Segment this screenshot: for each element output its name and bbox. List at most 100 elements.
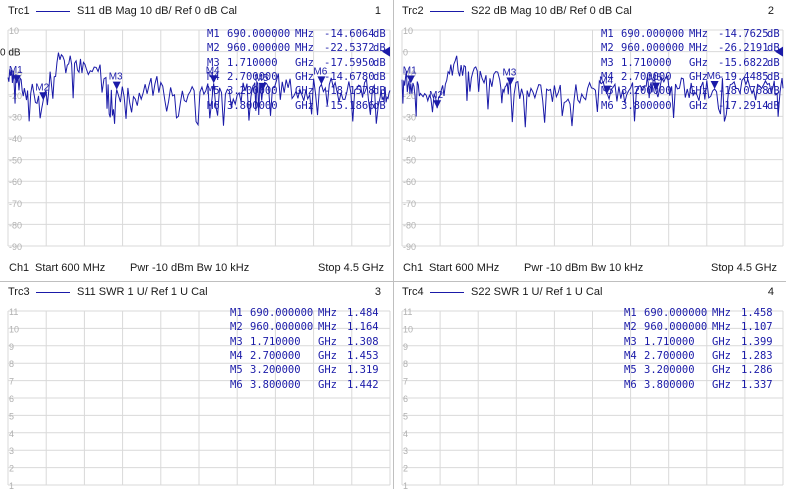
channel-info-bar-2: Ch1 Start 600 MHz Pwr -10 dBm Bw 10 kHz …	[394, 258, 786, 278]
marker-label: M2	[429, 90, 443, 101]
trace-name[interactable]: Trc1	[8, 5, 30, 17]
trace-pane-4[interactable]: Trc4 S22 SWR 1 U/ Ref 1 U Cal 4 11 10 9 8 7 6…	[394, 281, 786, 489]
y-tick-label: 3	[403, 446, 408, 456]
stop-frequency[interactable]: Stop 4.5 GHz	[711, 262, 778, 274]
marker-label: M1	[403, 65, 417, 76]
marker-label: M2	[35, 82, 49, 93]
marker-id: M2	[207, 42, 220, 55]
marker-value-unit: dB	[373, 85, 386, 98]
marker-frequency: 3.200000	[621, 85, 672, 98]
trace-name[interactable]: Trc3	[8, 286, 30, 298]
start-frequency[interactable]: Start 600 MHz	[429, 262, 500, 274]
marker-freq-unit: MHz	[295, 42, 314, 55]
trace-plot-3[interactable]: 11 10 9 8 7 6 5 4 3 2 1	[0, 281, 393, 489]
trace-description[interactable]: S11 dB Mag 10 dB/ Ref 0 dB Cal	[77, 5, 237, 17]
trace-description[interactable]: S11 SWR 1 U/ Ref 1 U Cal	[77, 286, 208, 298]
marker-freq-unit: MHz	[712, 321, 731, 334]
trace-pane-3[interactable]: Trc3 S11 SWR 1 U/ Ref 1 U Cal 3 11 10 9 8 7 6…	[0, 281, 402, 489]
marker-value: 1.458	[741, 307, 773, 319]
marker-freq-unit: GHz	[295, 99, 314, 112]
marker-value: -26.2191	[718, 42, 769, 55]
marker-id: M5	[207, 85, 220, 98]
marker-triangle	[506, 77, 515, 86]
marker-value-unit: dB	[373, 99, 386, 112]
marker-value: 1.283	[741, 349, 773, 362]
marker-value: -22.5372	[324, 42, 375, 55]
trace-header: Trc1 S11 dB Mag 10 dB/ Ref 0 dB Cal 1	[0, 0, 393, 22]
marker-frequency: 690.000000	[227, 28, 291, 40]
marker-value: 1.286	[741, 364, 773, 377]
marker-frequency: 960.000000	[621, 42, 685, 55]
marker-value: 1.308	[347, 335, 379, 348]
marker-id: M6	[230, 378, 243, 391]
marker-frequency: 2.700000	[227, 70, 278, 83]
trace-line-sample	[36, 292, 70, 293]
marker-freq-unit: GHz	[689, 85, 708, 98]
marker-frequency: 1.710000	[621, 56, 672, 69]
y-tick-label: -70	[9, 199, 22, 209]
y-tick-label: 9	[9, 342, 14, 352]
marker-id: M1	[624, 307, 637, 319]
y-tick-label: -70	[403, 199, 416, 209]
marker-triangle	[603, 85, 612, 94]
marker-freq-unit: GHz	[295, 70, 314, 83]
marker-label: M6	[707, 71, 721, 82]
power-bandwidth[interactable]: Pwr -10 dBm Bw 10 kHz	[130, 262, 250, 274]
y-tick-label: 7	[9, 377, 14, 387]
trace-line-sample	[36, 11, 70, 12]
trace-description[interactable]: S22 SWR 1 U/ Ref 1 U Cal	[471, 286, 603, 298]
y-tick-label: 4	[9, 429, 14, 439]
start-frequency[interactable]: Start 600 MHz	[35, 262, 106, 274]
reference-arrow	[382, 46, 390, 57]
y-tick-label: 11	[403, 307, 412, 317]
trace-plot-1[interactable]: 100-10-20-30-40-50-60-70-80-900 dBM1M2M3…	[0, 0, 393, 258]
y-tick-label: 11	[9, 307, 18, 317]
trace-plot-4[interactable]: 11 10 9 8 7 6 5 4 3 2 1	[394, 281, 786, 489]
y-tick-label: -50	[9, 156, 22, 166]
marker-value-unit: dB	[373, 56, 386, 69]
channel-label[interactable]: Ch1	[403, 262, 424, 274]
marker-freq-unit: GHz	[689, 99, 708, 112]
y-tick-label: 5	[9, 411, 14, 421]
marker-label: M4	[206, 65, 220, 76]
y-tick-label: 1	[403, 481, 408, 489]
marker-triangle	[12, 75, 21, 84]
y-tick-label: 2	[9, 464, 14, 474]
y-tick-label: -80	[9, 220, 22, 230]
marker-id: M2	[601, 42, 614, 55]
marker-value: 1.453	[347, 349, 379, 362]
marker-value: 1.337	[741, 378, 773, 391]
marker-value: -15.6822	[718, 56, 769, 69]
marker-id: M1	[601, 28, 614, 40]
marker-value: -17.2914	[718, 99, 769, 112]
trace-pane-2[interactable]: Trc2 S22 dB Mag 10 dB/ Ref 0 dB Cal 2 10…	[394, 0, 786, 258]
marker-freq-unit: MHz	[689, 42, 708, 55]
marker-value: -15.1866	[324, 99, 375, 112]
power-bandwidth[interactable]: Pwr -10 dBm Bw 10 kHz	[524, 262, 644, 274]
channel-label[interactable]: Ch1	[9, 262, 30, 274]
marker-value-unit: dB	[767, 28, 780, 40]
marker-frequency: 2.700000	[644, 349, 695, 362]
marker-id: M3	[230, 335, 243, 348]
diagram-number: 3	[374, 286, 381, 298]
marker-value: -14.6064	[324, 28, 375, 40]
y-tick-label: 8	[9, 359, 14, 369]
trace-pane-1[interactable]: Trc1 S11 dB Mag 10 dB/ Ref 0 dB Cal 1 10…	[0, 0, 393, 258]
trace-description[interactable]: S22 dB Mag 10 dB/ Ref 0 dB Cal	[471, 5, 632, 17]
marker-freq-unit: GHz	[689, 56, 708, 69]
y-tick-label: 0	[403, 48, 408, 58]
marker-value-unit: dB	[373, 70, 386, 83]
y-tick-label: 9	[403, 342, 408, 352]
marker-triangle	[710, 80, 719, 89]
marker-frequency: 3.200000	[644, 364, 695, 377]
marker-frequency: 690.000000	[250, 307, 314, 319]
marker-frequency: 3.800000	[227, 99, 278, 112]
trace-name[interactable]: Trc4	[402, 286, 424, 298]
trace-name[interactable]: Trc2	[402, 5, 424, 17]
y-tick-label: 6	[403, 394, 408, 404]
marker-value: 1.442	[347, 378, 379, 391]
marker-frequency: 3.200000	[227, 85, 278, 98]
marker-id: M4	[207, 70, 220, 83]
stop-frequency[interactable]: Stop 4.5 GHz	[318, 262, 385, 274]
